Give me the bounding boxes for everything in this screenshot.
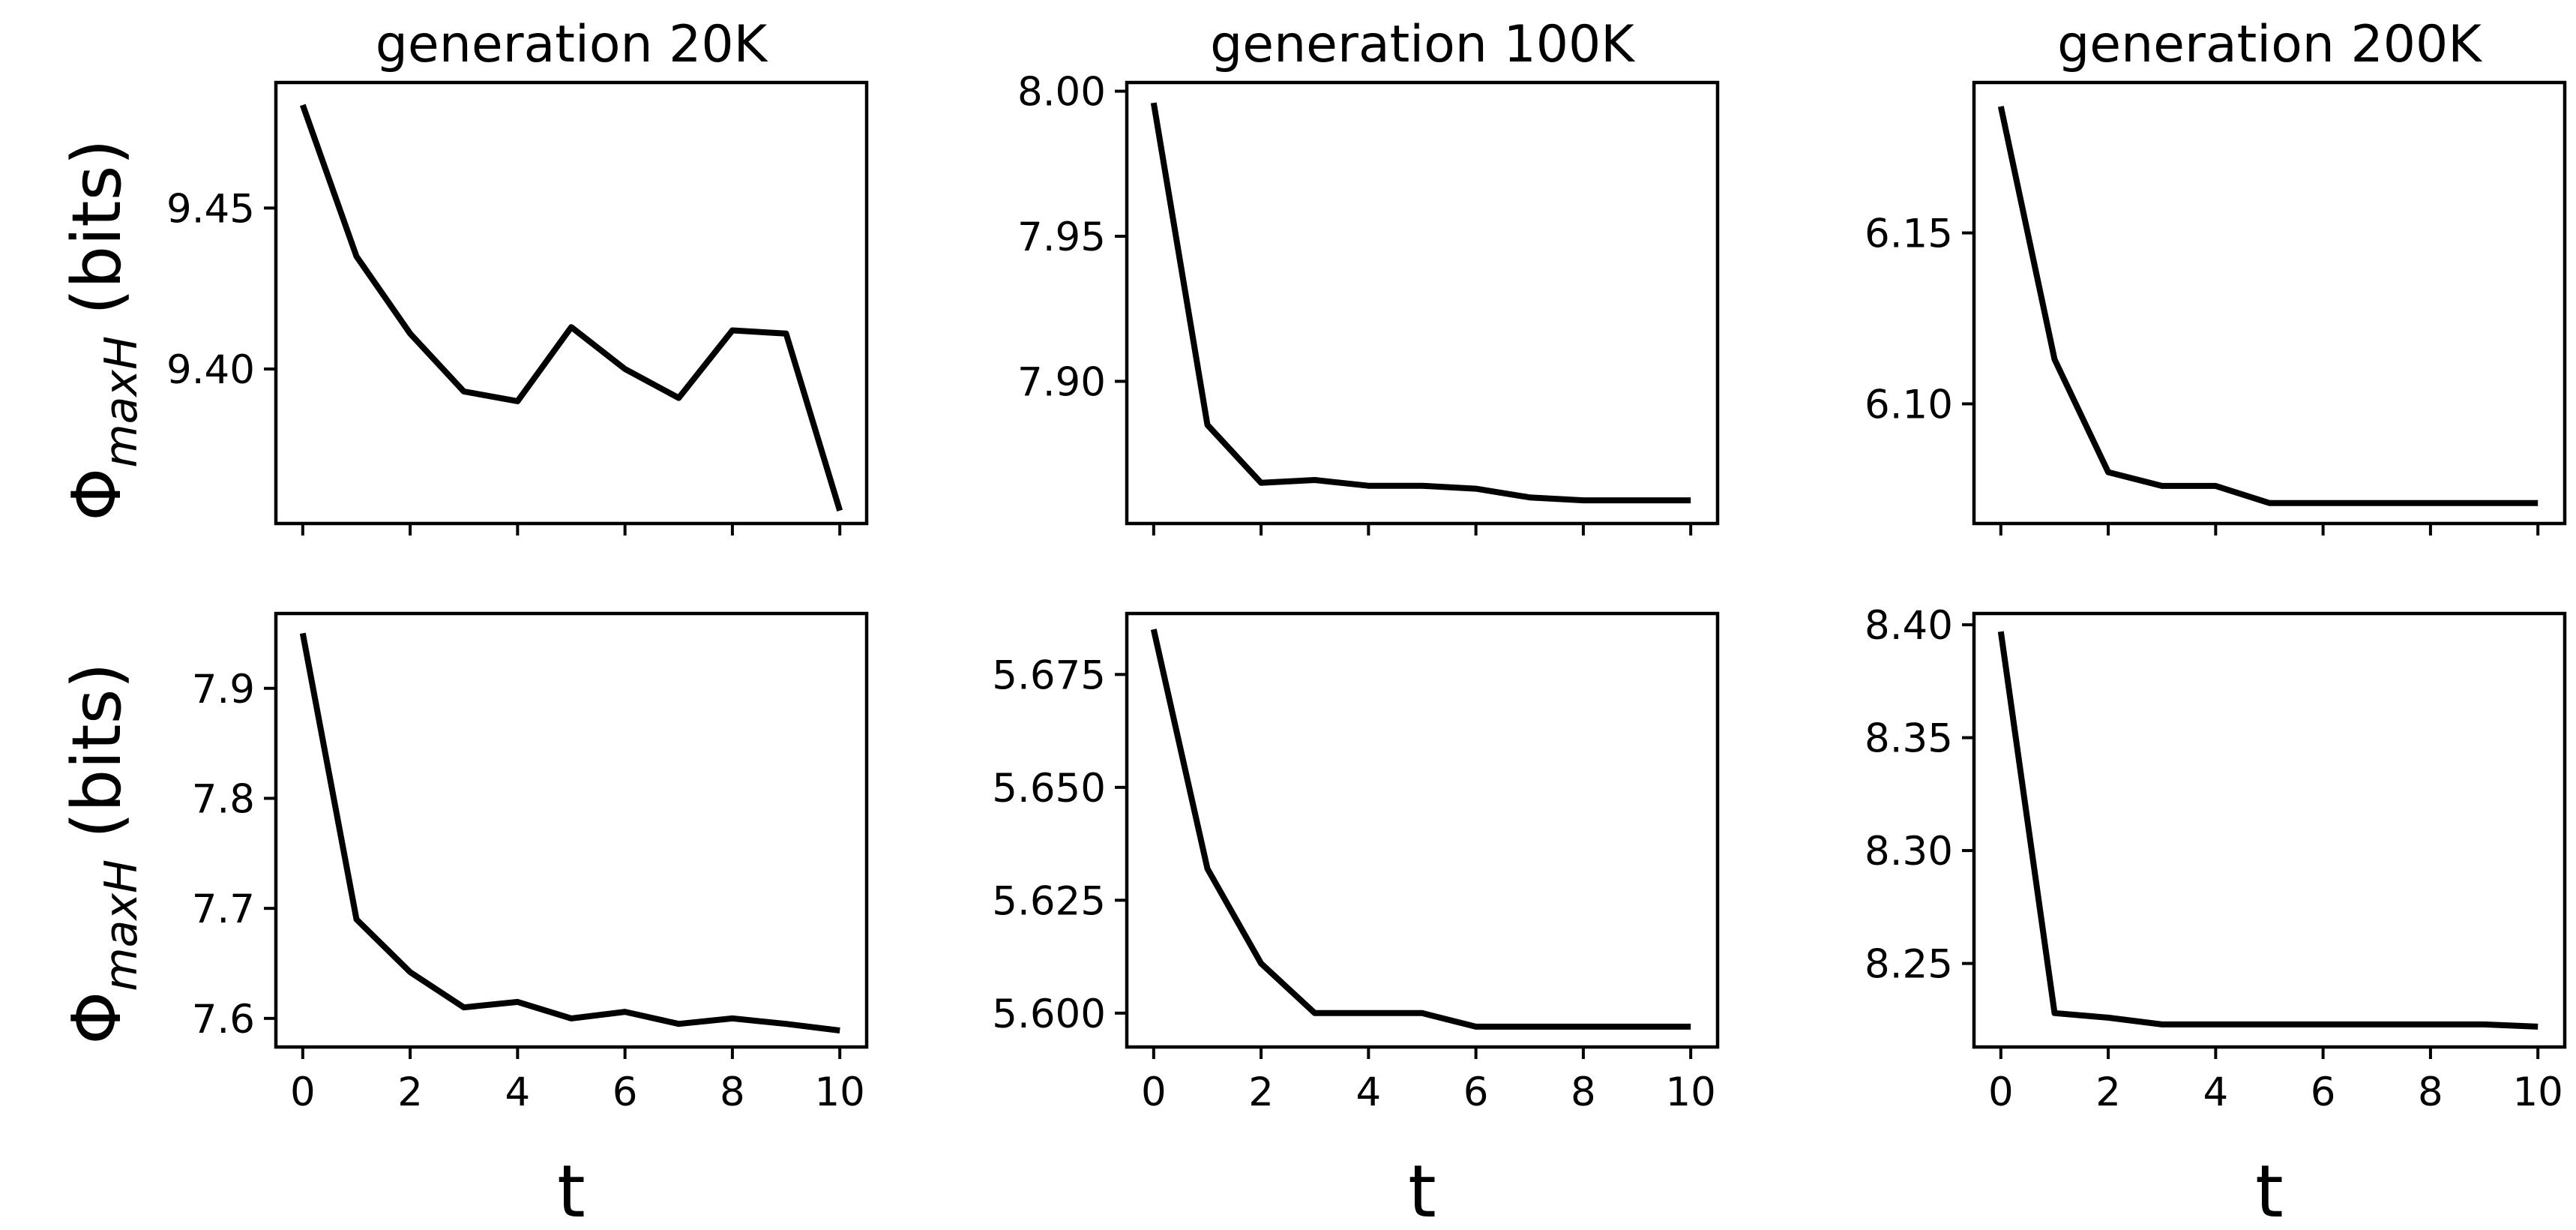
y-tick-label: 9.45: [166, 186, 255, 232]
y-tick-label: 5.650: [992, 766, 1106, 812]
ylabel-subscript: maxH: [95, 860, 148, 992]
ylabel-subscript: maxH: [95, 336, 148, 468]
y-tick-label: 6.15: [1865, 212, 1953, 257]
ylabel-symbol: Φ: [58, 468, 136, 521]
y-tick-label: 7.90: [1017, 359, 1106, 405]
x-tick-label: 4: [505, 1070, 530, 1115]
subplot-6: 8.25 8.30 8.35 8.40 0 2 4 6 8 10: [1865, 603, 2567, 1115]
x-tick-label: 0: [290, 1070, 316, 1115]
series-line: [299, 632, 840, 1034]
x-tick-label: 10: [814, 1070, 864, 1115]
y-tick-label: 8.25: [1865, 942, 1953, 988]
ylabel-symbol: Φ: [58, 992, 136, 1045]
xlabel-col-1: t: [557, 1150, 586, 1230]
x-tick-label: 8: [720, 1070, 745, 1115]
subplot-3: generation 200K 6.10 6.15: [1865, 15, 2567, 536]
y-tick-label: 7.7: [192, 886, 255, 932]
y-tick-label: 5.625: [992, 878, 1106, 924]
axes-frame: [1125, 80, 1720, 526]
subplot-4: 7.6 7.7 7.8 7.9 0 2 4 6 8 10: [192, 611, 869, 1115]
subplot-2: generation 100K 7.90 7.95 8.00: [1017, 15, 1720, 536]
axes-frame: [1972, 611, 2567, 1049]
x-tick-label: 8: [1571, 1070, 1596, 1115]
ylabel-top: ΦmaxH (bits): [58, 139, 148, 520]
x-tick-label: 6: [2311, 1070, 2336, 1115]
x-tick-label: 8: [2418, 1070, 2443, 1115]
y-tick-label: 7.9: [192, 667, 255, 712]
x-tick-label: 4: [2203, 1070, 2228, 1115]
series-line: [1150, 628, 1691, 1030]
subplot-title: generation 100K: [1210, 15, 1636, 74]
x-tick-label: 0: [1141, 1070, 1167, 1115]
y-tick-label: 8.30: [1865, 829, 1953, 874]
x-tick-label: 10: [1665, 1070, 1715, 1115]
x-tick-label: 4: [1355, 1070, 1381, 1115]
y-tick-label: 5.600: [992, 992, 1106, 1037]
y-tick-label: 5.675: [992, 652, 1106, 698]
x-tick-label: 2: [2095, 1070, 2121, 1115]
x-tick-label: 10: [2512, 1070, 2563, 1115]
axes-frame: [274, 611, 869, 1049]
x-tick-label: 0: [1988, 1070, 2014, 1115]
y-tick-label: 7.6: [192, 997, 255, 1042]
subplot-1: generation 20K 9.40 9.45: [166, 15, 869, 536]
ylabel-unit: (bits): [58, 662, 136, 838]
y-tick-label: 8.40: [1865, 603, 1953, 649]
x-tick-label: 2: [1248, 1070, 1274, 1115]
y-tick-label: 9.40: [166, 347, 255, 393]
axes-layer: generation 20K 9.40 9.45 generation 100K 7.9…: [166, 15, 2567, 1115]
y-tick-label: 7.95: [1017, 214, 1106, 260]
y-tick-label: 7.8: [192, 776, 255, 822]
x-tick-label: 2: [397, 1070, 423, 1115]
ylabel-bottom: ΦmaxH (bits): [58, 662, 148, 1044]
x-tick-label: 6: [613, 1070, 638, 1115]
series-line: [300, 104, 843, 512]
y-tick-label: 6.10: [1865, 382, 1953, 428]
subplot-title: generation 20K: [376, 15, 769, 74]
xlabel-col-3: t: [2255, 1150, 2284, 1230]
axes-frame: [1972, 80, 2567, 526]
subplot-5: 5.600 5.625 5.650 5.675 0 2 4 6 8 10: [992, 611, 1720, 1115]
subplot-title: generation 200K: [2057, 15, 2483, 74]
xlabel-col-2: t: [1408, 1150, 1436, 1230]
y-tick-label: 8.35: [1865, 716, 1953, 762]
axes-frame: [274, 80, 869, 526]
ylabel-unit: (bits): [58, 139, 136, 315]
series-line: [1150, 102, 1691, 504]
x-tick-label: 6: [1463, 1070, 1489, 1115]
y-tick-label: 8.00: [1017, 70, 1106, 116]
axes-frame: [1125, 611, 1720, 1049]
series-line: [1997, 106, 2539, 506]
series-line: [1997, 631, 2539, 1030]
